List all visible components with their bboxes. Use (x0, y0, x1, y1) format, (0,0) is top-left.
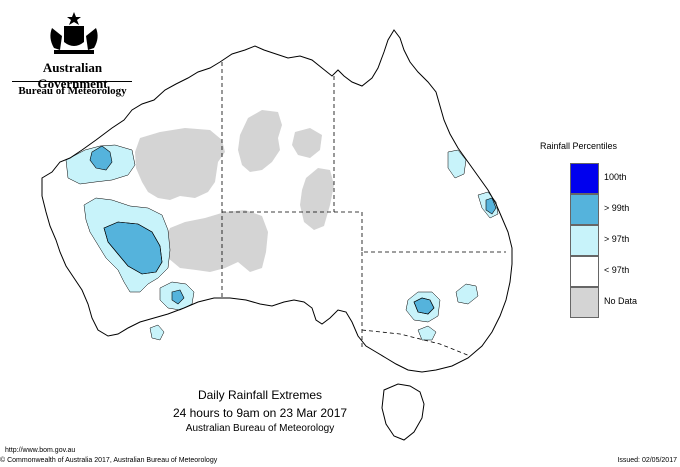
pct99-region-pilbara (89, 145, 113, 171)
legend-label: < 97th (604, 265, 630, 275)
footer-url[interactable]: http://www.bom.gov.au (5, 447, 76, 454)
region-outlines (103, 221, 435, 315)
legend-swatch (570, 256, 599, 287)
legend-swatch (570, 225, 599, 256)
australia-coastline (41, 29, 513, 373)
pct97-region-sw-coast (149, 324, 165, 341)
no-data-region-nt-small (292, 128, 322, 158)
bureau-name: Bureau of Meteorology (18, 85, 127, 97)
pct99-region-qld-coast (485, 197, 497, 215)
footer-issued: Issued: 02/05/2017 (617, 457, 677, 464)
tasmania-coastline (381, 383, 425, 441)
footer-copyright: © Commonwealth of Australia 2017, Austra… (0, 457, 218, 464)
caption-source: Australian Bureau of Meteorology (185, 423, 335, 434)
legend-label: 100th (604, 172, 627, 182)
no-data-regions (135, 110, 334, 272)
outline-pct99-gascoyne (103, 221, 163, 275)
pct97-region-vic (417, 325, 437, 341)
no-data-region-qld-west (300, 168, 334, 230)
caption-title: Daily Rainfall Extremes (197, 388, 323, 402)
state-borders (221, 62, 506, 357)
legend-item: > 99th (570, 194, 670, 225)
legend-item: > 97th (570, 225, 670, 256)
legend-item: < 97th (570, 256, 670, 287)
outline-pct99-nsw (413, 297, 435, 315)
no-data-region-nt-north (238, 110, 282, 172)
pct99-region-goldfields (171, 289, 185, 305)
legend-title: Rainfall Percentiles (540, 141, 618, 151)
no-data-region-central (164, 210, 268, 272)
legend-swatch (570, 287, 599, 318)
legend-item: No Data (570, 287, 670, 318)
border-nsw-vic (361, 329, 471, 357)
legend-label: > 99th (604, 203, 630, 213)
coat-of-arms-icon (50, 12, 98, 54)
government-logo: Australian Government Bureau of Meteorol… (10, 10, 135, 100)
legend-item: 100th (570, 163, 670, 194)
legend-label: No Data (604, 296, 638, 306)
legend-swatch (570, 163, 599, 194)
legend-label: > 97th (604, 234, 630, 244)
pct97-region-cape-york-coast (447, 149, 467, 179)
legend-swatch (570, 194, 599, 225)
no-data-region-nullarbor (212, 246, 232, 268)
header-divider (12, 81, 132, 82)
government-name: Australian Government (37, 60, 108, 91)
pct97-region-nsw-east (455, 283, 479, 305)
border-sa-qld (361, 212, 506, 253)
no-data-region-west-desert (135, 128, 225, 200)
caption-period: 24 hours to 9am on 23 Mar 2017 (172, 406, 348, 420)
